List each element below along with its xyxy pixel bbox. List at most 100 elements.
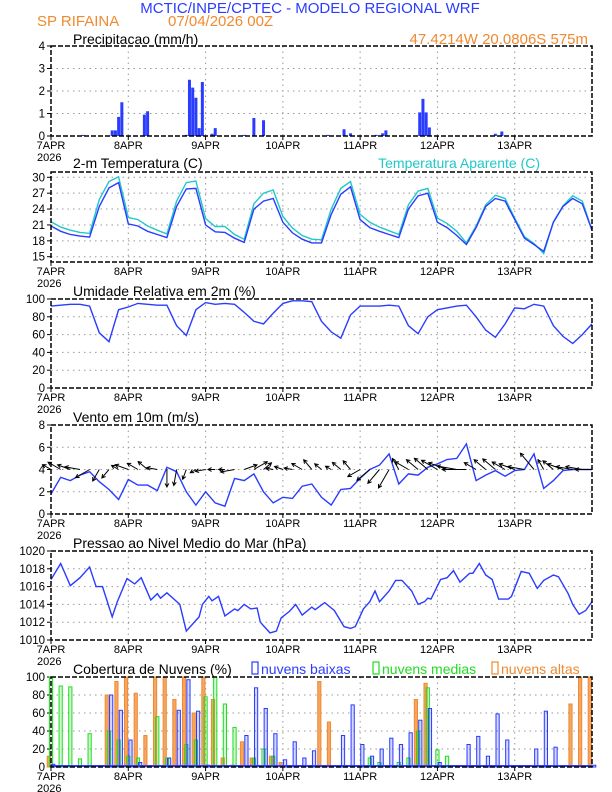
cloud-bar-nuvens-baixas <box>408 732 413 768</box>
wind-arrow <box>436 464 457 470</box>
cloud-bar-nuvens-medias <box>232 726 237 768</box>
x-tick-label: 12APR <box>420 140 455 152</box>
pressure-line <box>50 561 593 634</box>
wind-arrow <box>181 469 187 481</box>
y-tick-label: 1016 <box>19 582 45 594</box>
x-tick-label: 7APR <box>37 518 66 530</box>
x-tick-label: 13APR <box>497 392 532 404</box>
precip-bar <box>381 133 385 136</box>
y-tick-label: 1010 <box>19 635 45 647</box>
plot-frame <box>50 45 593 137</box>
y-tick-label: 0 <box>39 509 45 521</box>
wind-arrow <box>194 468 206 474</box>
wind-arrow <box>74 469 90 479</box>
legend-label: nuvens altas <box>501 661 580 677</box>
wind-arrow <box>481 458 496 470</box>
wind-arrow <box>283 466 293 471</box>
wind-arrow <box>244 463 258 470</box>
station-location: 47.4214W 20.0806S 575m <box>410 31 588 48</box>
wind-arrow <box>405 459 419 470</box>
wind-arrow <box>206 467 216 472</box>
wind-arrow <box>555 464 573 470</box>
y-tick-label: 1014 <box>19 599 45 611</box>
wind-arrow <box>164 469 170 488</box>
cloud-bar-nuvens-altas <box>568 703 573 768</box>
panel-title: Umidade Relativa em 2m (%) <box>73 283 256 299</box>
y-tick-label: 3 <box>39 64 45 76</box>
wind-arrow <box>189 469 197 474</box>
cloud-bar-nuvens-baixas <box>263 708 268 768</box>
x-tick-label: 8APR <box>114 644 143 656</box>
x-tick-label: 13APR <box>497 266 532 278</box>
wind-arrow <box>394 461 409 470</box>
x-tick-label: 9APR <box>191 140 220 152</box>
cloud-bar-nuvens-altas <box>143 735 148 768</box>
x-year-label: 2026 <box>37 152 61 164</box>
wind-arrow <box>356 469 371 481</box>
wind-arrow <box>114 463 129 470</box>
x-tick-label: 7APR <box>37 392 66 404</box>
wind-arrow <box>519 452 535 470</box>
x-year-label: 2026 <box>37 656 61 668</box>
wind-arrow <box>273 465 284 470</box>
cloud-bar-nuvens-baixas <box>543 710 548 768</box>
x-year-label: 2026 <box>37 783 61 792</box>
wind-arrow <box>367 469 380 485</box>
precip-bar <box>213 128 217 136</box>
wind-arrow <box>137 460 148 470</box>
y-tick-label: 1020 <box>19 546 45 558</box>
cloud-bar-nuvens-altas <box>578 676 583 768</box>
y-tick-label: 40 <box>32 726 45 738</box>
apparent-temp-line <box>50 175 593 255</box>
x-tick-label: 8APR <box>114 266 143 278</box>
panel-pres: 1010 1012 1014 1016 1018 1020 7APR 8APR 9APR 10AP… <box>19 535 593 668</box>
cloud-bar-nuvens-baixas <box>398 744 404 768</box>
main-title: MCTIC/INPE/CPTEC - MODELO REGIONAL WRF <box>140 0 479 17</box>
legend-apparent-temp: Temperatura Aparente (C) <box>378 155 540 171</box>
precip-bar <box>252 118 256 136</box>
cloud-bar-nuvens-baixas <box>534 748 539 768</box>
x-tick-label: 8APR <box>114 392 143 404</box>
wind-arrow <box>463 462 477 470</box>
wind-arrow <box>420 459 438 470</box>
cloud-bar-nuvens-baixas <box>311 750 317 768</box>
y-tick-label: 100 <box>26 672 45 684</box>
wind-arrow <box>313 463 322 470</box>
cloud-bar-nuvens-baixas <box>592 764 597 768</box>
x-tick-label: 12APR <box>420 518 455 530</box>
precip-bar <box>242 134 246 136</box>
cloud-bar-nuvens-baixas <box>418 719 423 768</box>
precip-bar <box>200 82 204 136</box>
x-tick-label: 12APR <box>420 392 455 404</box>
panel-rh: 0 20 40 60 80 100 7APR 8APR 9APR 10APR 11APR 12APR 1… <box>26 283 593 416</box>
y-tick-label: 20 <box>32 744 45 756</box>
wind-arrow <box>506 464 525 470</box>
x-tick-label: 9APR <box>191 644 220 656</box>
y-tick-label: 27 <box>32 188 45 200</box>
cloud-bar-nuvens-altas <box>239 741 245 768</box>
y-tick-label: 1 <box>39 109 45 121</box>
wind-arrow <box>377 469 390 489</box>
x-tick-label: 7APR <box>37 266 66 278</box>
cloud-bar-nuvens-baixas <box>176 709 181 768</box>
x-tick-label: 11APR <box>343 771 377 783</box>
panel-wind: 0 2 4 6 8 7APR 8APR 9APR 10APR 11APR 12APR 13APR 202… <box>37 409 593 542</box>
panel-title: 2-m Temperatura (C) <box>73 155 203 171</box>
wind-arrow <box>537 458 545 470</box>
cloud-bar-nuvens-baixas <box>505 739 510 768</box>
plot-frame <box>50 298 593 389</box>
cloud-bar-nuvens-baixas <box>553 746 558 768</box>
precip-bar <box>113 130 117 136</box>
wind-arrow <box>63 465 81 470</box>
x-tick-label: 9APR <box>191 392 220 404</box>
precip-bar <box>493 133 497 136</box>
y-tick-label: 21 <box>32 220 45 232</box>
wind-arrow <box>145 465 158 471</box>
cloud-bar-nuvens-baixas <box>495 713 500 768</box>
y-tick-label: 80 <box>32 690 45 702</box>
cloud-bar-nuvens-medias <box>68 686 73 768</box>
x-tick-label: 7APR <box>37 771 66 783</box>
cloud-bar-nuvens-baixas <box>273 733 278 768</box>
cloud-bar-nuvens-medias <box>213 676 218 768</box>
y-tick-label: 24 <box>32 204 45 216</box>
